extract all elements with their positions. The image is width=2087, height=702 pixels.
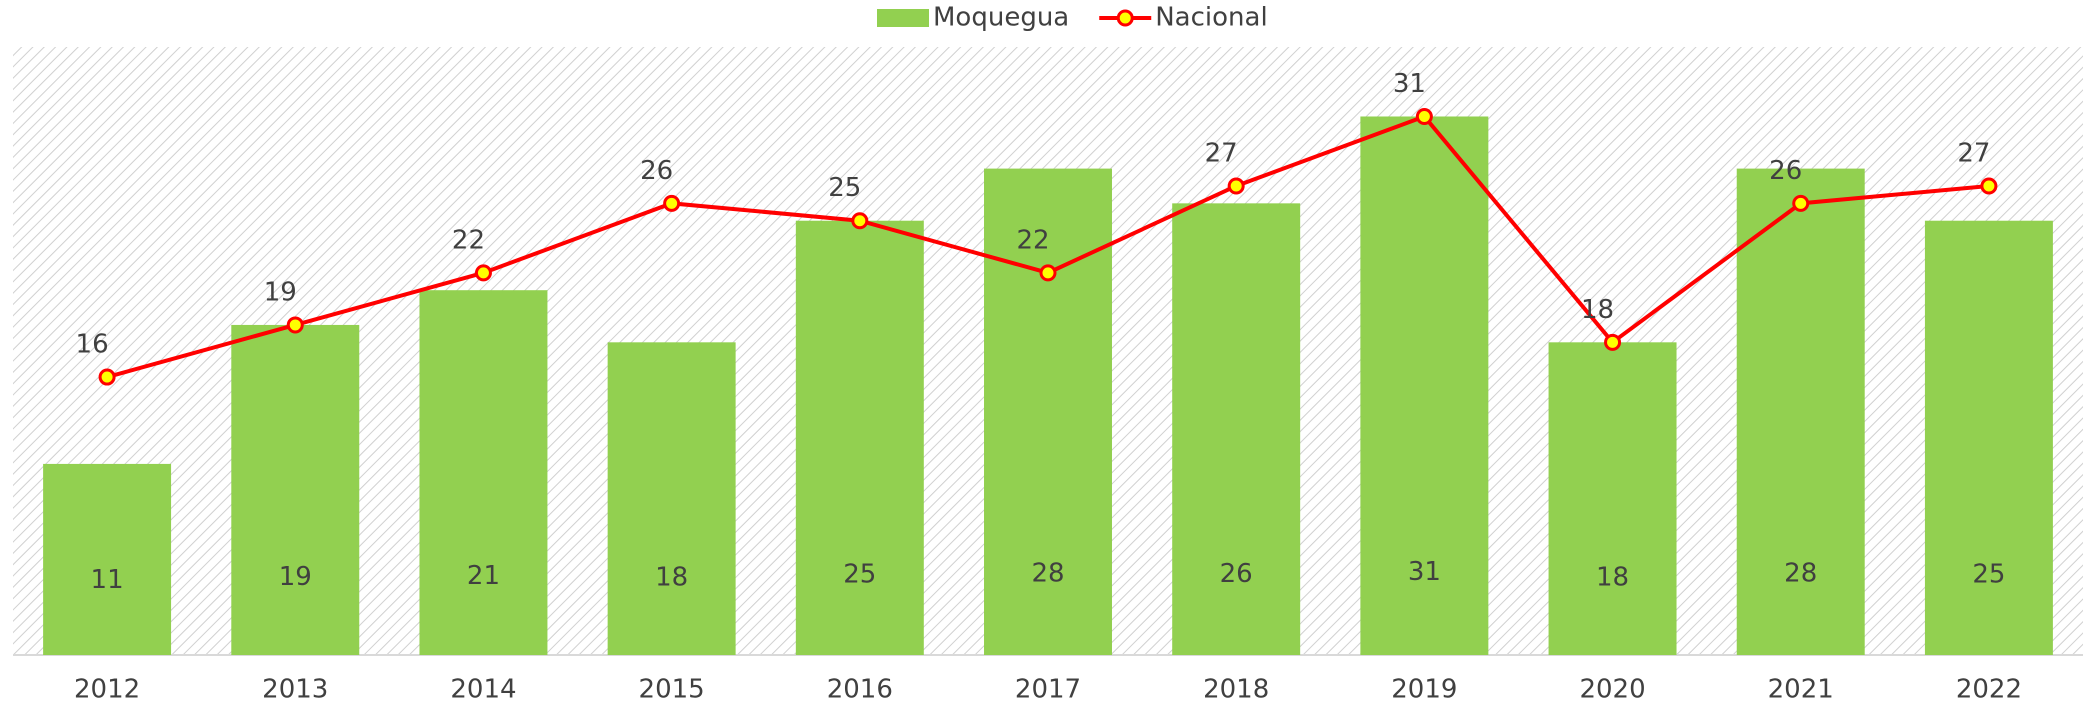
bar-value-label: 25 [1972, 560, 2005, 590]
x-tick-label: 2020 [1579, 675, 1645, 702]
bar [1736, 168, 1865, 655]
x-tick-label: 2016 [827, 675, 893, 702]
bar-value-label: 31 [1408, 557, 1441, 587]
bar [1360, 116, 1489, 655]
line-marker [1604, 333, 1622, 351]
line-value-label: 31 [1393, 69, 1426, 99]
line-marker [663, 194, 681, 212]
x-tick-label: 2015 [639, 675, 705, 702]
line-marker [474, 264, 492, 282]
line-value-label: 18 [1581, 295, 1614, 325]
legend-label: Nacional [1155, 3, 1267, 33]
bar-value-label: 26 [1220, 559, 1253, 589]
line-value-label: 26 [1769, 156, 1802, 186]
line-marker [1039, 264, 1057, 282]
legend-swatch-marker [1116, 9, 1134, 27]
bar [795, 220, 924, 655]
legend-label: Moquegua [933, 3, 1069, 33]
bar [231, 324, 360, 655]
line-value-label: 19 [264, 277, 297, 307]
bar-value-label: 21 [467, 561, 500, 591]
line-marker [1415, 107, 1433, 125]
bar-value-label: 18 [1596, 562, 1629, 592]
bar [607, 342, 736, 655]
x-tick-label: 2012 [74, 675, 140, 702]
bar-value-label: 19 [279, 562, 312, 592]
bar-value-label: 28 [1784, 558, 1817, 588]
line-marker [1227, 177, 1245, 195]
line-marker [286, 316, 304, 334]
bar [419, 290, 548, 655]
line-value-label: 27 [1957, 138, 1990, 168]
bar-value-label: 11 [91, 565, 124, 595]
bar [1924, 220, 2053, 655]
bar [1548, 342, 1677, 655]
line-value-label: 25 [828, 173, 861, 203]
line-value-label: 16 [76, 330, 109, 360]
x-tick-label: 2014 [450, 675, 516, 702]
bar [984, 168, 1112, 655]
line-marker [1980, 177, 1998, 195]
bar-value-label: 28 [1031, 558, 1064, 588]
line-value-label: 26 [640, 156, 673, 186]
bar [1172, 203, 1301, 656]
x-tick-label: 2022 [1956, 675, 2022, 702]
line-marker [98, 368, 116, 386]
x-tick-label: 2017 [1015, 675, 1081, 702]
x-tick-label: 2018 [1203, 675, 1269, 702]
x-tick-label: 2021 [1768, 675, 1834, 702]
line-value-label: 27 [1205, 138, 1238, 168]
x-tick-label: 2013 [262, 675, 328, 702]
line-value-label: 22 [452, 225, 485, 255]
bar-value-label: 25 [843, 560, 876, 590]
bar [43, 463, 172, 655]
x-tick-label: 2019 [1391, 675, 1457, 702]
line-marker [1792, 194, 1810, 212]
bar-value-label: 18 [655, 562, 688, 592]
legend-swatch [877, 9, 929, 27]
line-value-label: 22 [1016, 225, 1049, 255]
line-marker [851, 212, 869, 230]
